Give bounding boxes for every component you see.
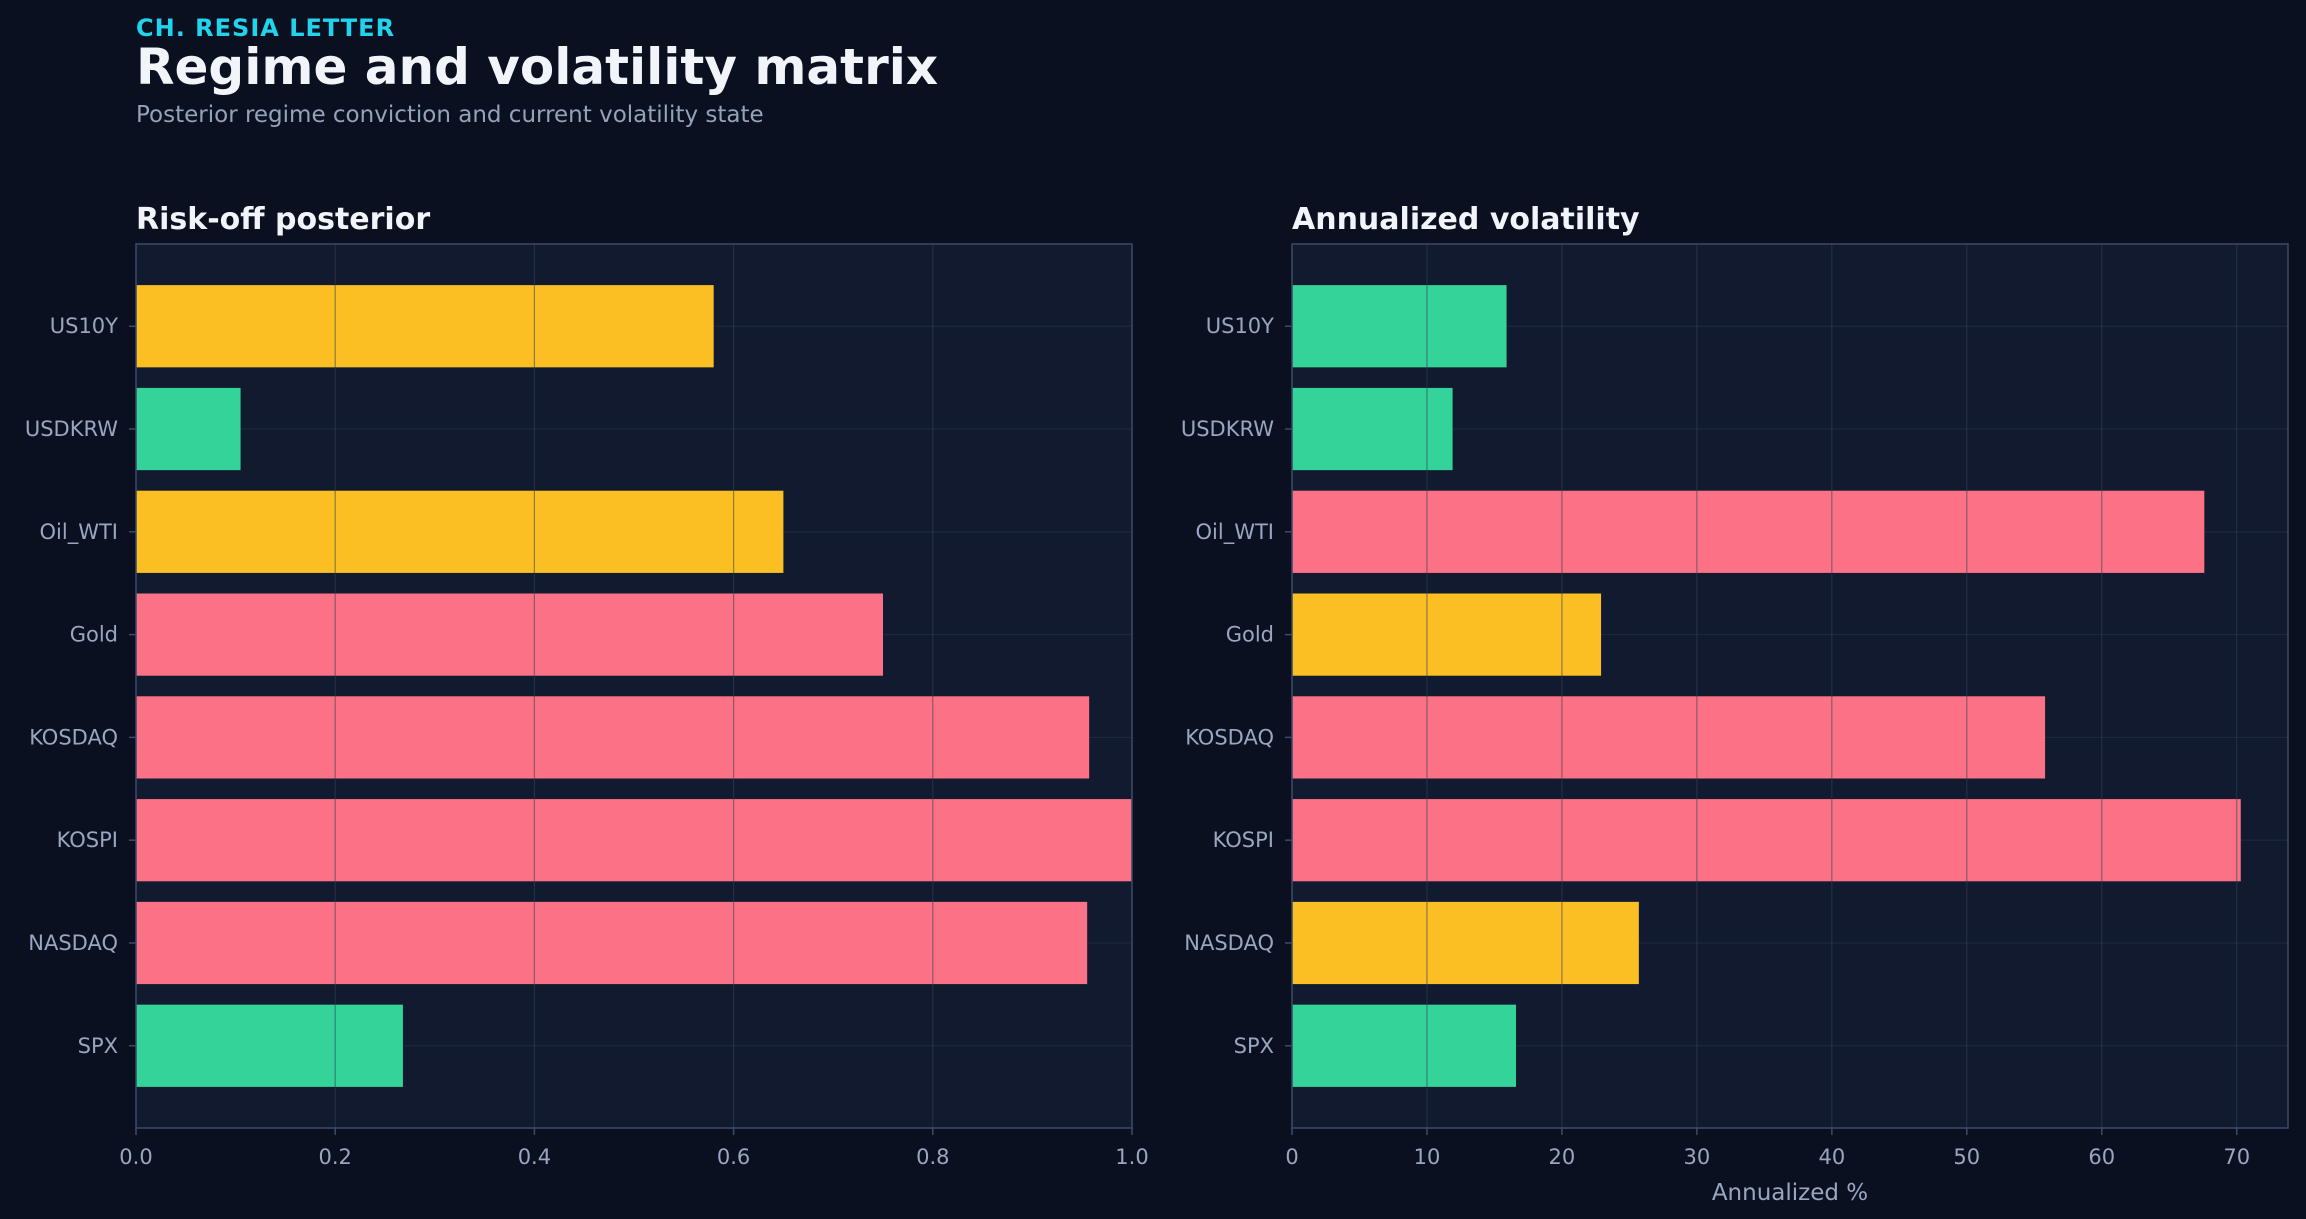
bar-KOSPI [136,799,1132,882]
x-tick-label: 0.6 [717,1145,750,1169]
chart-title-risk-off: Risk-off posterior [136,202,431,237]
bar-USDKRW [1292,387,1453,471]
plot-frame [1291,243,2289,1129]
x-tick-label: 70 [2223,1145,2250,1169]
chart-panel-0: US10Y USDKRW Oil_WTI Gold KOSDAQ KOSPI NASDAQ S… [25,243,1149,1169]
page-title: Regime and volatility matrix [136,38,939,96]
x-tick-label: 20 [1549,1145,1576,1169]
bar-Oil_WTI [1292,490,2205,573]
y-tick-label: Gold [1226,623,1274,647]
y-tick-label: SPX [78,1034,118,1058]
x-tick-label: 30 [1684,1145,1711,1169]
x-tick-label: 10 [1414,1145,1441,1169]
plot-area [136,244,1132,1128]
bar-US10Y [1292,285,1507,368]
y-tick-label: US10Y [50,314,118,338]
x-tick-label: 40 [1818,1145,1845,1169]
y-tick-label: KOSDAQ [1185,725,1274,749]
x-tick-label: 1.0 [1115,1145,1148,1169]
bar-KOSDAQ [1292,696,2046,779]
y-tick-label: Gold [70,623,118,647]
y-tick-label: KOSDAQ [29,725,118,749]
y-tick-label: Oil_WTI [1196,520,1274,545]
chart-panel-1: US10Y USDKRW Oil_WTI Gold KOSDAQ KOSPI NASDAQ S… [1181,243,2289,1206]
plot-frame [135,243,1133,1129]
x-axis-label: Annualized % [1712,1180,1868,1206]
y-tick-label: US10Y [1206,314,1274,338]
bar-NASDAQ [1292,901,1639,985]
x-tick-label: 60 [2088,1145,2115,1169]
x-tick-label: 0.8 [916,1145,949,1169]
x-tick-label: 0.0 [119,1145,152,1169]
bar-NASDAQ [136,901,1088,985]
y-tick-label: NASDAQ [28,931,118,955]
bar-Gold [1292,593,1602,676]
y-tick-label: USDKRW [1181,417,1274,441]
plot-area [1292,244,2288,1128]
x-tick-label: 0 [1285,1145,1298,1169]
chart-title-volatility: Annualized volatility [1292,202,1640,237]
bar-Gold [136,593,883,676]
x-tick-label: 0.2 [318,1145,351,1169]
page-subtitle: Posterior regime conviction and current … [136,102,764,128]
y-tick-label: Oil_WTI [40,520,118,545]
x-tick-label: 50 [1953,1145,1980,1169]
bar-SPX [1292,1004,1517,1087]
y-tick-label: KOSPI [1213,828,1274,852]
y-tick-label: USDKRW [25,417,118,441]
eyebrow-label: CH. RESIA LETTER [136,14,396,42]
bar-US10Y [136,285,714,368]
x-tick-label: 0.4 [518,1145,551,1169]
bar-KOSPI [1292,799,2241,882]
bar-SPX [136,1004,403,1087]
y-tick-label: KOSPI [57,828,118,852]
y-tick-label: NASDAQ [1184,931,1274,955]
bar-Oil_WTI [136,490,784,573]
y-tick-label: SPX [1234,1034,1274,1058]
bar-KOSDAQ [136,696,1090,779]
bar-USDKRW [136,387,241,471]
